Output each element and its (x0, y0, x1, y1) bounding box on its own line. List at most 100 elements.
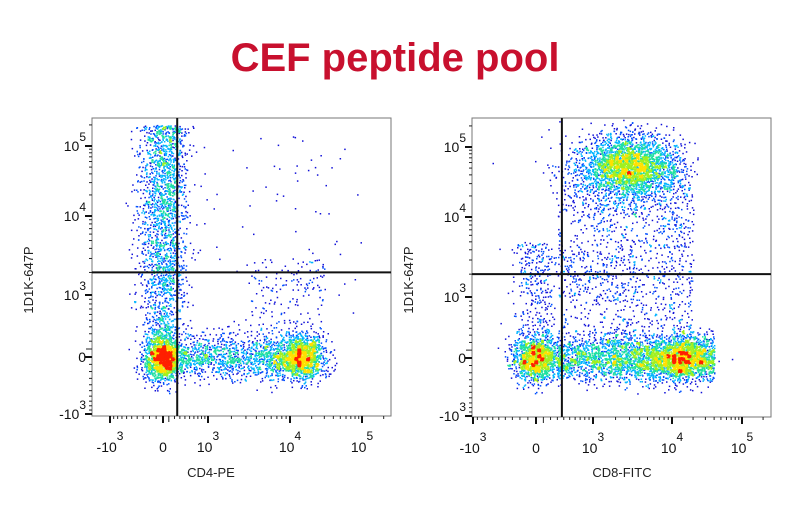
event-dot (159, 208, 161, 210)
event-dot (340, 254, 342, 256)
event-dot (287, 377, 289, 379)
event-dot (254, 350, 256, 352)
event-dot (173, 136, 175, 138)
event-dot (179, 128, 181, 129)
event-dot (146, 165, 148, 167)
event-dot (153, 382, 155, 384)
event-dot (183, 163, 185, 165)
event-dot (170, 286, 172, 288)
event-dot (148, 337, 150, 339)
event-dot (164, 225, 166, 227)
event-dot (160, 379, 162, 381)
event-dot (149, 151, 151, 153)
event-dot (180, 141, 182, 143)
event-dot (150, 379, 152, 381)
event-dot (154, 209, 156, 211)
event-dot (171, 250, 173, 252)
event-dot (182, 181, 184, 183)
event-dot (232, 343, 234, 345)
event-dot (147, 250, 149, 252)
event-dot (282, 344, 284, 346)
event-dot (166, 227, 168, 229)
event-dot (166, 290, 168, 292)
event-dot (153, 385, 155, 387)
event-dot (309, 318, 311, 320)
event-dot (298, 281, 300, 283)
event-dot (320, 358, 322, 360)
event-dot (332, 354, 334, 356)
event-dot (305, 291, 307, 293)
event-dot (178, 275, 180, 277)
event-dot (259, 317, 261, 319)
event-dot (179, 169, 181, 171)
event-dot (270, 346, 272, 348)
event-dot (256, 353, 258, 355)
event-dot (293, 289, 295, 291)
event-dot (181, 345, 183, 347)
event-dot (160, 242, 162, 244)
event-dot (167, 167, 169, 169)
event-dot (156, 248, 158, 250)
event-dot (157, 231, 159, 233)
event-dot (173, 338, 175, 340)
event-dot (162, 288, 164, 290)
event-dot (312, 378, 314, 380)
event-dot (161, 215, 163, 217)
event-dot (148, 239, 150, 241)
event-dot (295, 304, 297, 306)
event-dot (231, 341, 233, 343)
event-dot (189, 372, 191, 374)
event-dot (268, 355, 270, 357)
event-dot (253, 364, 255, 366)
event-dot (170, 210, 172, 212)
event-dot (204, 339, 206, 341)
event-dot (192, 126, 194, 128)
event-dot (309, 377, 311, 379)
event-dot (241, 375, 243, 377)
event-dot (172, 155, 174, 157)
event-dot (163, 382, 165, 384)
event-dot (141, 212, 143, 214)
event-dot (159, 311, 161, 313)
event-dot (129, 249, 131, 251)
event-dot (188, 205, 190, 207)
event-dot (170, 242, 172, 244)
event-dot (174, 192, 176, 194)
event-dot (261, 372, 263, 374)
event-dot (146, 374, 148, 376)
event-dot (160, 323, 162, 325)
event-dot (163, 188, 165, 190)
event-dot (178, 286, 180, 288)
event-dot (162, 283, 164, 285)
event-dot (158, 143, 160, 145)
event-dot (250, 367, 252, 369)
event-dot (298, 338, 300, 340)
event-dot (157, 205, 159, 207)
event-dot (184, 369, 186, 371)
event-dot (286, 335, 288, 337)
event-dot (172, 261, 174, 263)
event-dot (319, 337, 321, 339)
event-dot (171, 294, 173, 296)
event-dot (272, 367, 274, 369)
event-dot (321, 369, 323, 371)
event-dot (144, 205, 146, 207)
event-dot (229, 332, 231, 334)
event-dot (280, 368, 282, 370)
event-dot (229, 358, 231, 360)
event-dot (181, 372, 183, 374)
event-dot (255, 365, 257, 367)
event-dot (174, 343, 176, 345)
event-dot (184, 252, 186, 254)
event-dot (323, 364, 325, 366)
event-dot (246, 167, 248, 169)
event-dot (146, 176, 148, 178)
event-dot (164, 237, 166, 239)
event-dot (205, 371, 207, 373)
event-dot (318, 341, 320, 343)
event-dot (250, 362, 252, 364)
event-dot (172, 216, 174, 218)
event-dot (194, 367, 196, 369)
event-dot (248, 344, 250, 346)
event-dot (263, 324, 265, 326)
